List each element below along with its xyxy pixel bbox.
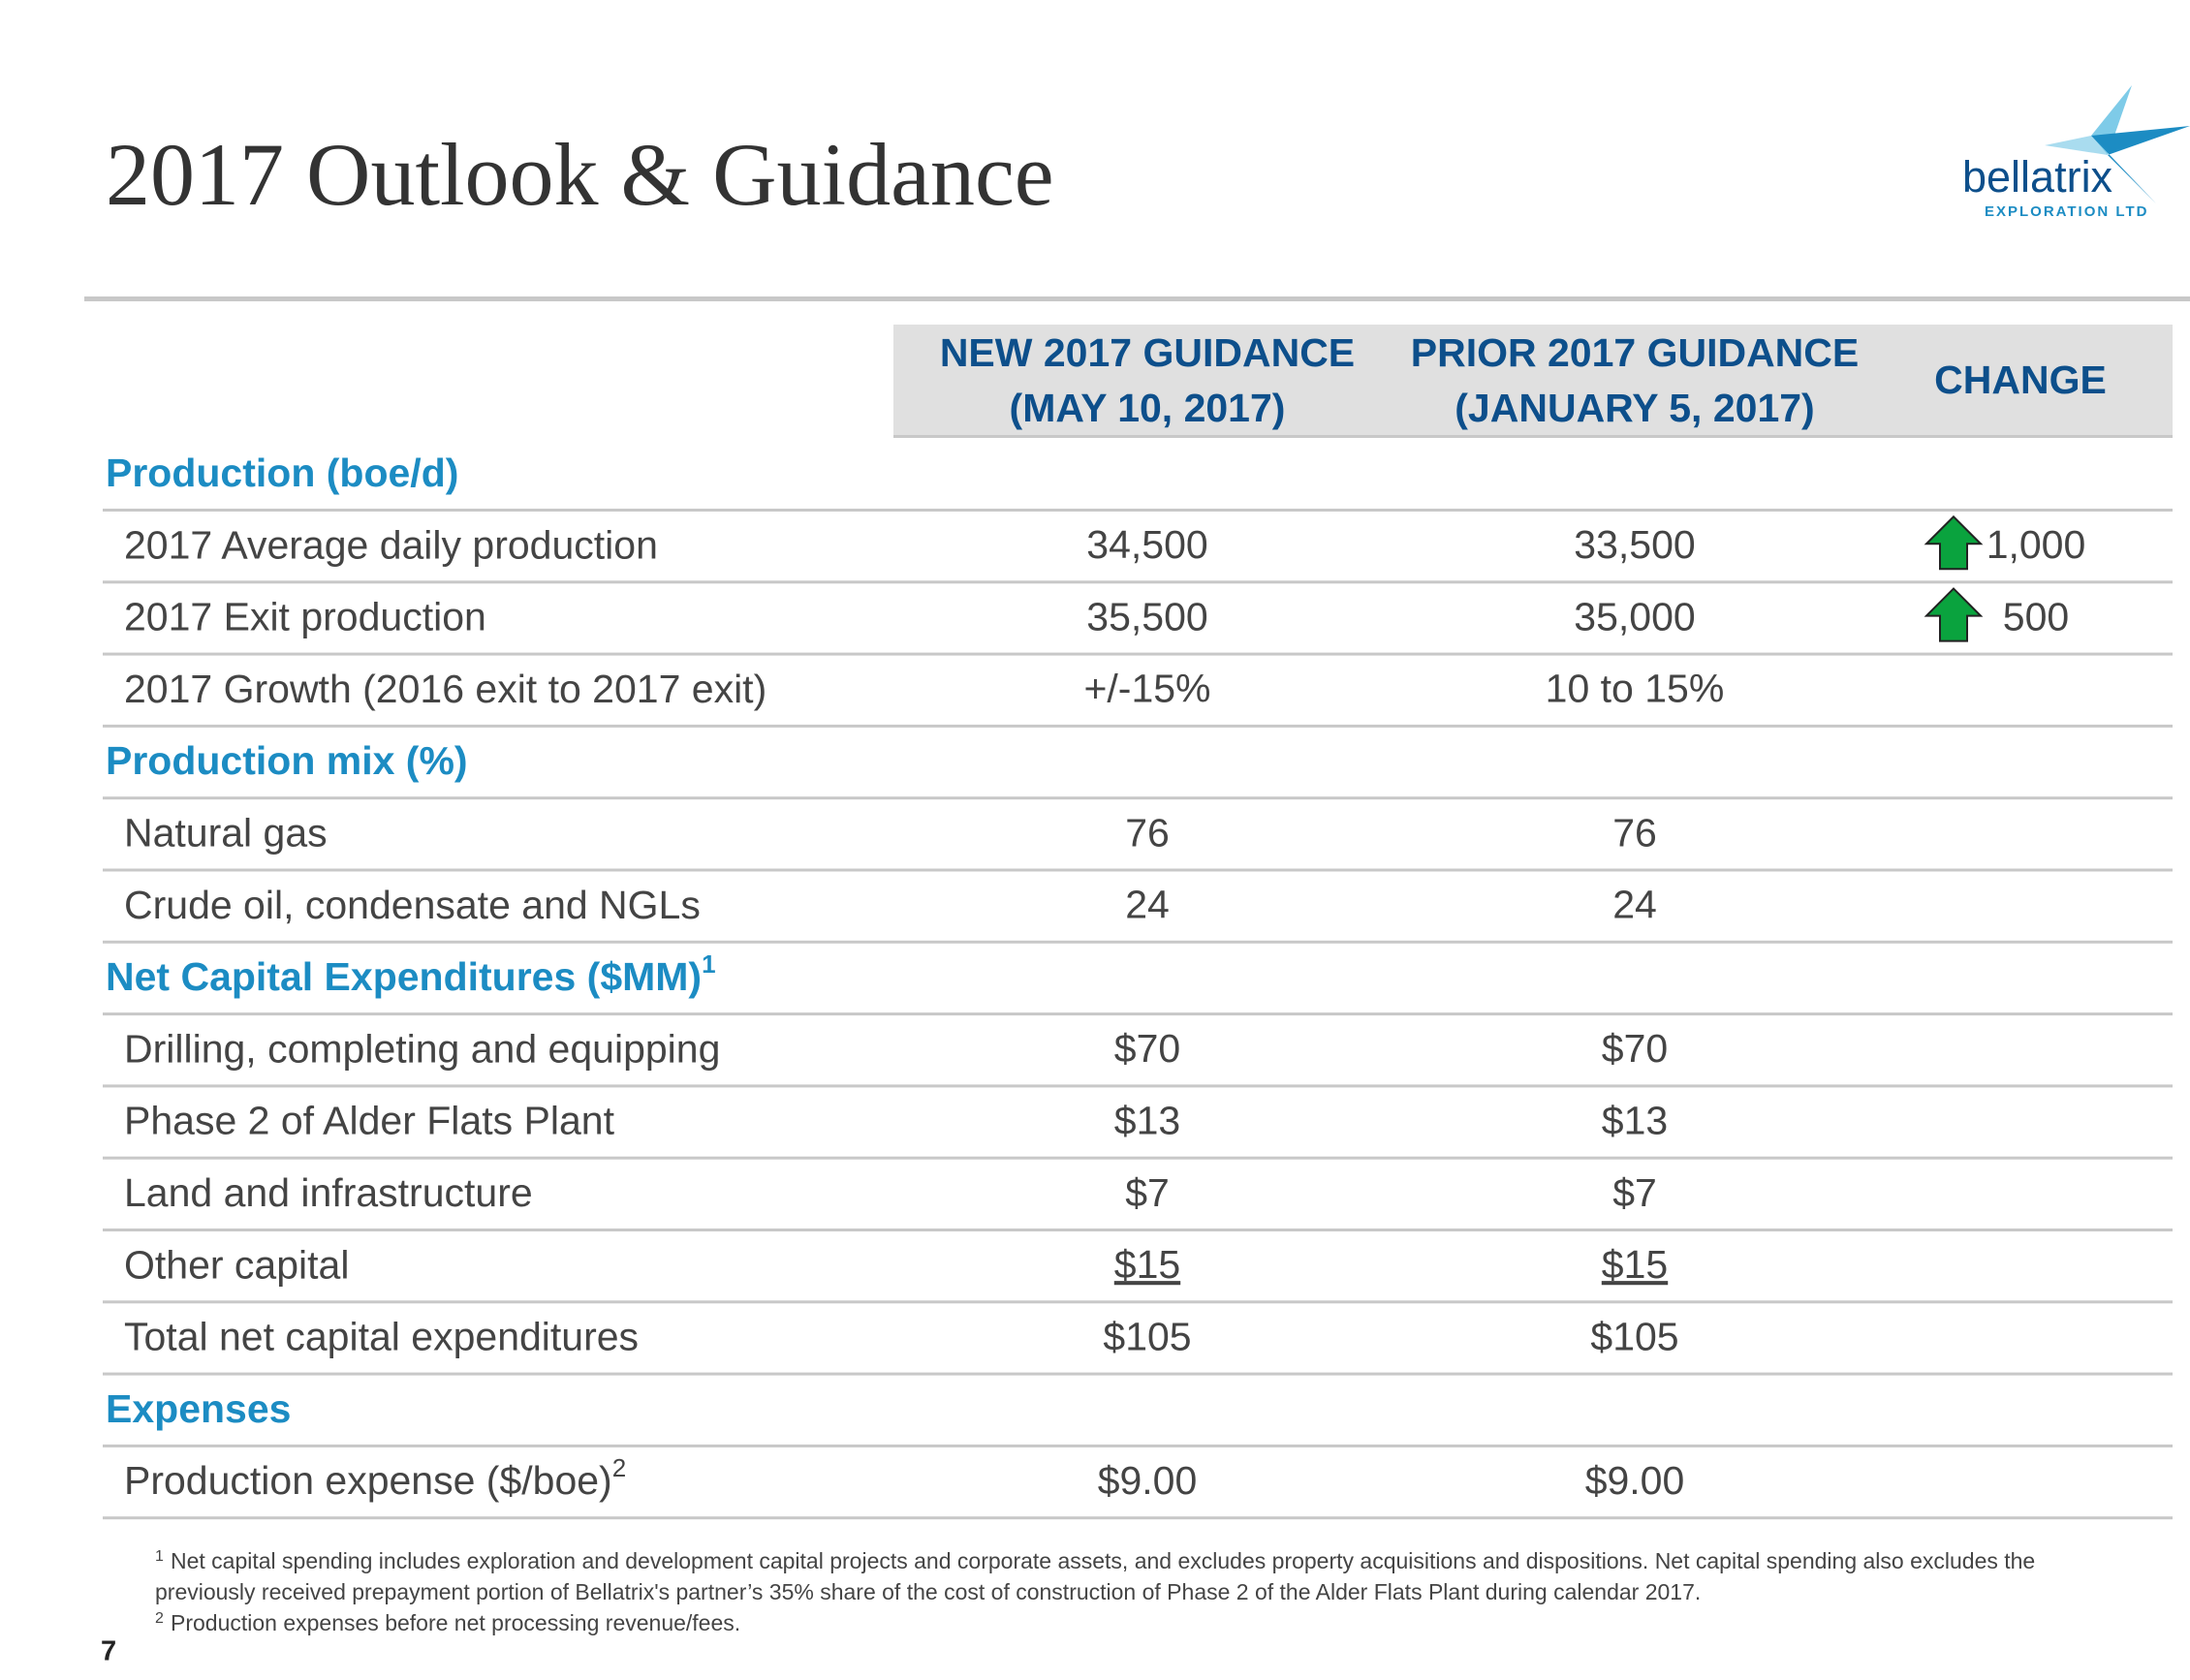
row-rule: [103, 1300, 2173, 1304]
row-rule: [103, 1084, 2173, 1088]
up-arrow: [1924, 514, 1984, 571]
row-rule: [103, 868, 2173, 872]
row-label-text: Land and infrastructure: [124, 1170, 533, 1215]
page-number: 7: [101, 1636, 116, 1667]
section-title-text: Expenses: [106, 1386, 291, 1431]
section-title: Production mix (%): [106, 738, 468, 783]
cell-value: 76: [1612, 810, 1657, 855]
column-header: (JANUARY 5, 2017): [1455, 386, 1814, 430]
logo-star: [2091, 126, 2190, 203]
cell-value: $7: [1612, 1170, 1657, 1215]
row-label: 2017 Growth (2016 exit to 2017 exit): [124, 667, 766, 711]
cell-value: +/-15%: [1083, 667, 1210, 711]
row-label-text: 2017 Growth (2016 exit to 2017 exit): [124, 667, 766, 711]
section-title-text: Production mix (%): [106, 738, 468, 783]
footnote-ref: 1: [702, 949, 715, 979]
footnote-text: Production expenses before net processin…: [171, 1610, 740, 1635]
row-rule: [103, 1012, 2173, 1016]
row-label-text: Other capital: [124, 1242, 349, 1287]
row-label-text: Drilling, completing and equipping: [124, 1026, 720, 1071]
change-value: 500: [2003, 594, 2069, 638]
row-label-text: Phase 2 of Alder Flats Plant: [124, 1099, 615, 1143]
cell-value: $9.00: [1098, 1458, 1198, 1503]
cell-value: $70: [1114, 1026, 1180, 1071]
column-header: CHANGE: [1934, 358, 2107, 402]
divider: [84, 296, 2190, 301]
column-header: PRIOR 2017 GUIDANCE: [1411, 330, 1860, 375]
header-band: [893, 325, 2173, 437]
column-header: NEW 2017 GUIDANCE: [940, 330, 1355, 375]
section-title-text: Net Capital Expenditures ($MM): [106, 954, 702, 999]
up-arrow: [1924, 587, 1984, 642]
row-rule: [103, 580, 2173, 584]
row-rule: [103, 1229, 2173, 1231]
row-rule: [103, 1372, 2173, 1376]
row-rule: [103, 1156, 2173, 1160]
logo-name: bellatrix: [1962, 152, 2113, 202]
row-label: Total net capital expenditures: [124, 1314, 639, 1358]
footnote-text: previously received prepayment portion o…: [155, 1579, 1701, 1604]
cell-value: $7: [1125, 1170, 1170, 1215]
section-title: Net Capital Expenditures ($MM)1: [106, 949, 716, 999]
section-title-text: Production (boe/d): [106, 451, 458, 495]
cell-value: 35,500: [1086, 594, 1207, 638]
section-title: Production (boe/d): [106, 451, 458, 495]
cell-value: 24: [1125, 883, 1170, 927]
row-rule: [103, 652, 2173, 656]
logo-star: [2045, 136, 2108, 155]
cell-value: 35,000: [1574, 594, 1695, 638]
logo-tagline: EXPLORATION LTD: [1985, 203, 2148, 220]
cell-value: $70: [1602, 1026, 1668, 1071]
section-title: Expenses: [106, 1386, 291, 1431]
header-rule: [893, 435, 2173, 438]
cell-value: 76: [1125, 810, 1170, 855]
cell-value: 34,500: [1086, 522, 1207, 567]
row-rule: [103, 1516, 2173, 1520]
cell-value: $15: [1114, 1242, 1180, 1287]
logo: bellatrix EXPLORATION LTD: [1962, 85, 2190, 220]
row-label: Other capital: [124, 1242, 349, 1287]
row-label: Crude oil, condensate and NGLs: [124, 883, 701, 927]
row-label: Drilling, completing and equipping: [124, 1026, 720, 1071]
row-label-text: Production expense ($/boe): [124, 1458, 612, 1503]
cell-value: $13: [1114, 1099, 1180, 1143]
row-label: 2017 Exit production: [124, 594, 486, 638]
slide-title: 2017 Outlook & Guidance: [106, 125, 1054, 224]
footnote-text: Net capital spending includes exploratio…: [171, 1548, 2035, 1573]
row-rule: [103, 1444, 2173, 1447]
cell-value: 33,500: [1574, 522, 1695, 567]
footnote-ref: 2: [612, 1453, 626, 1482]
cell-value: $105: [1590, 1314, 1678, 1358]
row-label: Land and infrastructure: [124, 1170, 533, 1215]
row-label: 2017 Average daily production: [124, 522, 658, 567]
row-label: Natural gas: [124, 810, 328, 855]
column-header: (MAY 10, 2017): [1010, 386, 1286, 430]
row-label-text: Total net capital expenditures: [124, 1314, 639, 1358]
row-rule: [103, 724, 2173, 728]
cell-value: $9.00: [1585, 1458, 1685, 1503]
cell-value: 24: [1612, 883, 1657, 927]
row-label-text: Crude oil, condensate and NGLs: [124, 883, 701, 927]
change-value: 1,000: [1987, 522, 2086, 567]
row-rule: [103, 940, 2173, 944]
row-label: Production expense ($/boe)2: [124, 1453, 626, 1503]
row-label: Phase 2 of Alder Flats Plant: [124, 1099, 615, 1143]
cell-value: $105: [1103, 1314, 1191, 1358]
row-rule: [103, 509, 2173, 512]
row-rule: [103, 796, 2173, 800]
row-label-text: Natural gas: [124, 810, 328, 855]
footnote-marker: 1: [155, 1548, 164, 1565]
cell-value: $15: [1602, 1242, 1668, 1287]
row-label-text: 2017 Average daily production: [124, 522, 658, 567]
footnote-marker: 2: [155, 1610, 164, 1627]
row-label-text: 2017 Exit production: [124, 594, 486, 638]
cell-value: $13: [1602, 1099, 1668, 1143]
cell-value: 10 to 15%: [1546, 667, 1725, 711]
